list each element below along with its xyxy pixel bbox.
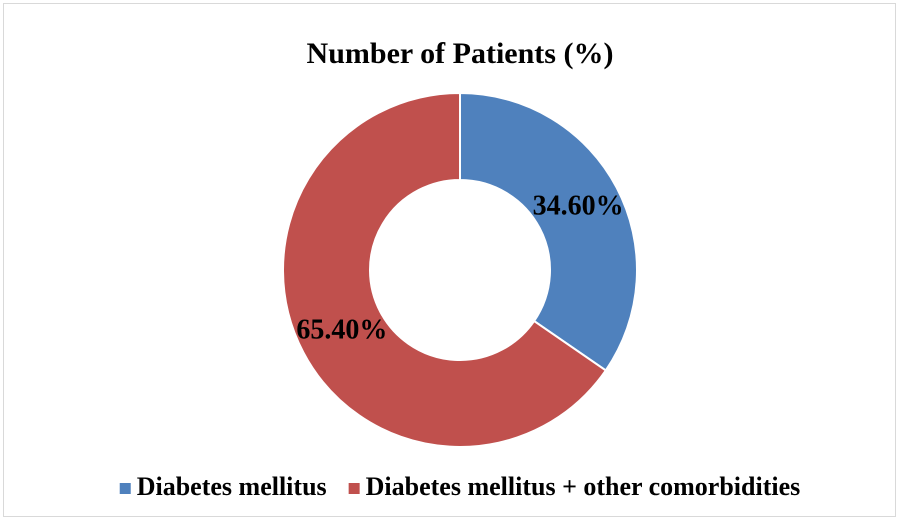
legend-label: Diabetes mellitus	[137, 472, 327, 501]
data-label: 65.40%	[296, 315, 387, 346]
donut-slice	[282, 91, 608, 448]
legend-label: Diabetes mellitus + other comorbidities	[366, 472, 801, 501]
legend-swatch	[119, 483, 131, 494]
legend-swatch	[348, 483, 360, 494]
data-label: 34.60%	[533, 190, 624, 221]
chart-title: Number of Patients (%)	[307, 37, 614, 70]
donut-slice	[459, 91, 638, 372]
